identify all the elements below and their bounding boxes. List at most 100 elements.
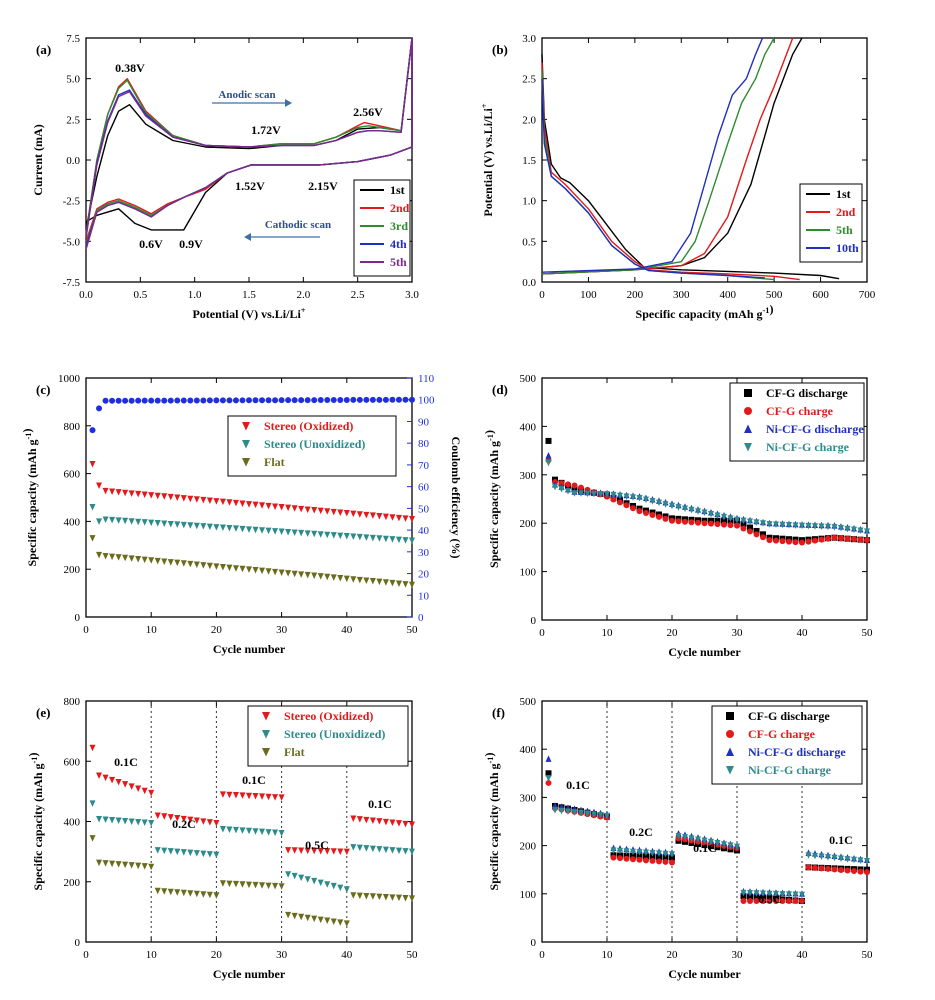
x-tick-label: 500 (766, 289, 783, 301)
data-point (148, 789, 155, 797)
legend-label: 2nd (836, 205, 856, 219)
data-point (311, 877, 318, 885)
data-point (109, 397, 116, 404)
data-point (265, 793, 272, 801)
y-tick-label-right: 90 (418, 416, 430, 428)
data-point (844, 856, 851, 863)
data-point (135, 397, 142, 404)
data-point (213, 524, 220, 531)
annotation: 0.9V (179, 237, 203, 251)
data-point (376, 893, 383, 901)
arrow-cathodic-head (244, 233, 251, 241)
data-point (558, 480, 565, 487)
data-point (747, 893, 753, 900)
panel-label: (b) (492, 42, 508, 57)
series-line (541, 37, 764, 273)
data-point (200, 850, 207, 858)
data-point (844, 867, 851, 874)
plot-frame (541, 377, 868, 621)
data-point (389, 396, 396, 403)
data-point (766, 537, 773, 544)
series-line (541, 70, 775, 281)
data-point (102, 774, 109, 782)
data-point (115, 779, 122, 786)
data-point (656, 854, 662, 861)
data-point (285, 847, 292, 854)
data-point (389, 579, 396, 587)
data-point (831, 854, 838, 862)
data-point (252, 793, 259, 800)
y-tick-label: 400 (64, 516, 81, 528)
data-point (122, 781, 129, 788)
data-point (786, 538, 792, 545)
x-tick-label: 0 (83, 624, 89, 636)
data-point (272, 882, 279, 890)
data-point (363, 816, 370, 824)
x-tick-label: 30 (276, 949, 288, 961)
data-point (285, 871, 292, 878)
data-point (262, 748, 270, 757)
data-point (669, 859, 675, 866)
data-point (695, 508, 701, 515)
data-point (167, 559, 174, 566)
data-point (148, 519, 155, 527)
legend-label: Ni-CF-G charge (766, 440, 850, 454)
y-tick-label: 300 (520, 792, 537, 804)
data-point (102, 397, 109, 404)
data-point (571, 482, 578, 489)
data-point (272, 829, 279, 837)
data-point (259, 882, 266, 889)
data-point (636, 508, 643, 515)
data-point (109, 860, 116, 868)
data-point (760, 890, 766, 897)
data-point (206, 562, 213, 570)
y-tick-label: 0 (531, 937, 537, 949)
data-point (350, 533, 357, 540)
x-tick-label: 0.0 (79, 289, 93, 301)
data-point (643, 857, 649, 864)
y-tick-label-right: 40 (418, 525, 430, 537)
data-point (571, 490, 578, 497)
data-point (766, 890, 773, 898)
legend-label: 1st (836, 187, 851, 201)
data-point (363, 511, 370, 519)
data-point (337, 919, 344, 926)
data-point (115, 397, 122, 404)
data-point (154, 557, 161, 565)
rate-label: 0.5C (305, 838, 329, 852)
data-point (200, 523, 207, 530)
data-point (226, 524, 233, 532)
data-point (402, 581, 409, 588)
series-line (541, 37, 794, 275)
data-point (246, 566, 252, 573)
data-point (395, 536, 402, 544)
data-point (89, 427, 96, 434)
data-point (259, 397, 266, 404)
y-tick-label: -7.5 (63, 277, 81, 289)
data-point (128, 818, 135, 825)
data-point (402, 848, 409, 855)
legend-label: 10th (836, 241, 859, 255)
data-point (193, 496, 200, 503)
data-point (545, 775, 552, 782)
y-tick-label-right: 110 (418, 373, 435, 385)
data-point (89, 461, 96, 468)
data-point (109, 488, 116, 496)
data-point (242, 422, 250, 431)
x-axis-label: Potential (V) vs.Li/Li+ (192, 306, 305, 321)
x-tick-label: 40 (341, 949, 353, 961)
legend-label: Stereo (Oxidized) (284, 709, 373, 723)
data-point (721, 841, 727, 848)
data-point (649, 511, 656, 518)
data-point (825, 535, 831, 542)
data-point (317, 531, 324, 538)
data-point (578, 490, 584, 497)
data-point (701, 837, 708, 845)
data-point (187, 849, 194, 857)
plot-frame (85, 377, 413, 618)
data-point (167, 397, 174, 404)
annotation: 0.38V (115, 61, 145, 75)
data-point (812, 537, 818, 544)
data-point (740, 898, 747, 905)
data-point (317, 573, 324, 580)
